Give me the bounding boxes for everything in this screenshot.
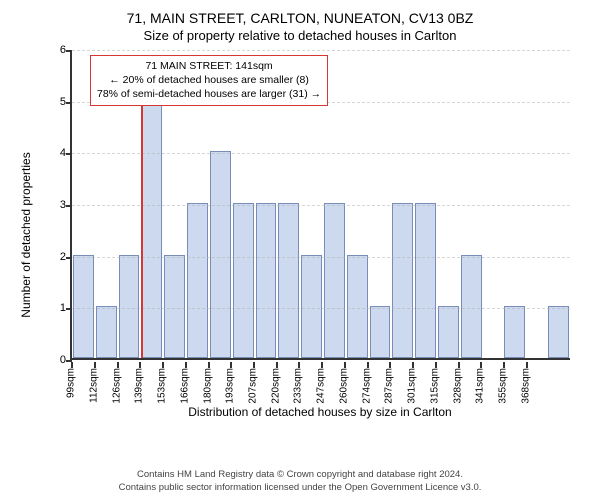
x-tick-label: 287sqm: [384, 368, 395, 404]
histogram-bar: [438, 306, 459, 358]
x-tick-label: 126sqm: [111, 368, 122, 404]
info-line-larger: 78% of semi-detached houses are larger (…: [97, 87, 321, 101]
y-tick-label: 0: [50, 354, 66, 366]
histogram-bar: [347, 255, 368, 358]
y-tick-label: 4: [50, 147, 66, 159]
histogram-bar: [73, 255, 94, 358]
x-tick-label: 139sqm: [134, 368, 145, 404]
info-line-smaller: ← 20% of detached houses are smaller (8): [97, 73, 321, 87]
histogram-bar: [119, 255, 140, 358]
x-tick-label: 153sqm: [157, 368, 168, 404]
histogram-bar: [370, 306, 391, 358]
histogram-bar: [141, 100, 162, 358]
x-tick-label: 368sqm: [520, 368, 531, 404]
histogram-bar: [256, 203, 277, 358]
x-tick-label: 301sqm: [407, 368, 418, 404]
info-line-property: 71 MAIN STREET: 141sqm: [97, 59, 321, 73]
y-gridline: [72, 205, 570, 206]
x-tick-label: 99sqm: [66, 368, 77, 398]
y-tick: [66, 50, 72, 52]
y-tick: [66, 257, 72, 259]
histogram-bar: [187, 203, 208, 358]
x-tick-label: 166sqm: [179, 368, 190, 404]
y-gridline: [72, 308, 570, 309]
chart-container: 71, MAIN STREET, CARLTON, NUNEATON, CV13…: [0, 0, 600, 500]
histogram-bar: [278, 203, 299, 358]
license-footer: Contains HM Land Registry data © Crown c…: [0, 469, 600, 494]
x-axis-label: Distribution of detached houses by size …: [70, 405, 570, 419]
x-tick-label: 207sqm: [247, 368, 258, 404]
y-tick-label: 2: [50, 251, 66, 263]
x-tick-label: 193sqm: [225, 368, 236, 404]
histogram-bar: [164, 255, 185, 358]
property-info-box: 71 MAIN STREET: 141sqm ← 20% of detached…: [90, 55, 328, 106]
histogram-bar: [210, 151, 231, 358]
y-tick: [66, 308, 72, 310]
histogram-bar: [233, 203, 254, 358]
y-tick: [66, 102, 72, 104]
histogram-bar: [301, 255, 322, 358]
x-tick-label: 274sqm: [361, 368, 372, 404]
histogram-bar: [548, 306, 569, 358]
x-tick-label: 247sqm: [316, 368, 327, 404]
property-marker-line: [141, 100, 143, 358]
x-tick-label: 315sqm: [429, 368, 440, 404]
x-tick-label: 328sqm: [452, 368, 463, 404]
x-tick-label: 341sqm: [475, 368, 486, 404]
x-tick-label: 233sqm: [293, 368, 304, 404]
x-tick-label: 355sqm: [497, 368, 508, 404]
y-gridline: [72, 50, 570, 51]
y-tick: [66, 205, 72, 207]
histogram-bar: [415, 203, 436, 358]
y-axis-label: Number of detached properties: [19, 152, 33, 317]
x-tick-label: 112sqm: [88, 368, 99, 403]
title-main: 71, MAIN STREET, CARLTON, NUNEATON, CV13…: [0, 0, 600, 26]
chart-area: Number of detached properties 0123456 Di…: [40, 50, 580, 420]
x-axis-ticks: Distribution of detached houses by size …: [70, 362, 570, 417]
footer-line-2: Contains public sector information licen…: [0, 482, 600, 494]
y-tick-label: 3: [50, 199, 66, 211]
y-tick: [66, 153, 72, 155]
histogram-bar: [461, 255, 482, 358]
x-tick-label: 180sqm: [202, 368, 213, 404]
y-tick-label: 5: [50, 96, 66, 108]
histogram-bar: [504, 306, 525, 358]
y-tick-label: 6: [50, 44, 66, 56]
y-gridline: [72, 257, 570, 258]
y-gridline: [72, 153, 570, 154]
x-tick-label: 260sqm: [338, 368, 349, 404]
histogram-bar: [96, 306, 117, 358]
title-sub: Size of property relative to detached ho…: [0, 26, 600, 43]
histogram-bar: [324, 203, 345, 358]
histogram-bar: [392, 203, 413, 358]
footer-line-1: Contains HM Land Registry data © Crown c…: [0, 469, 600, 481]
y-tick-label: 1: [50, 302, 66, 314]
x-tick-label: 220sqm: [270, 368, 281, 404]
